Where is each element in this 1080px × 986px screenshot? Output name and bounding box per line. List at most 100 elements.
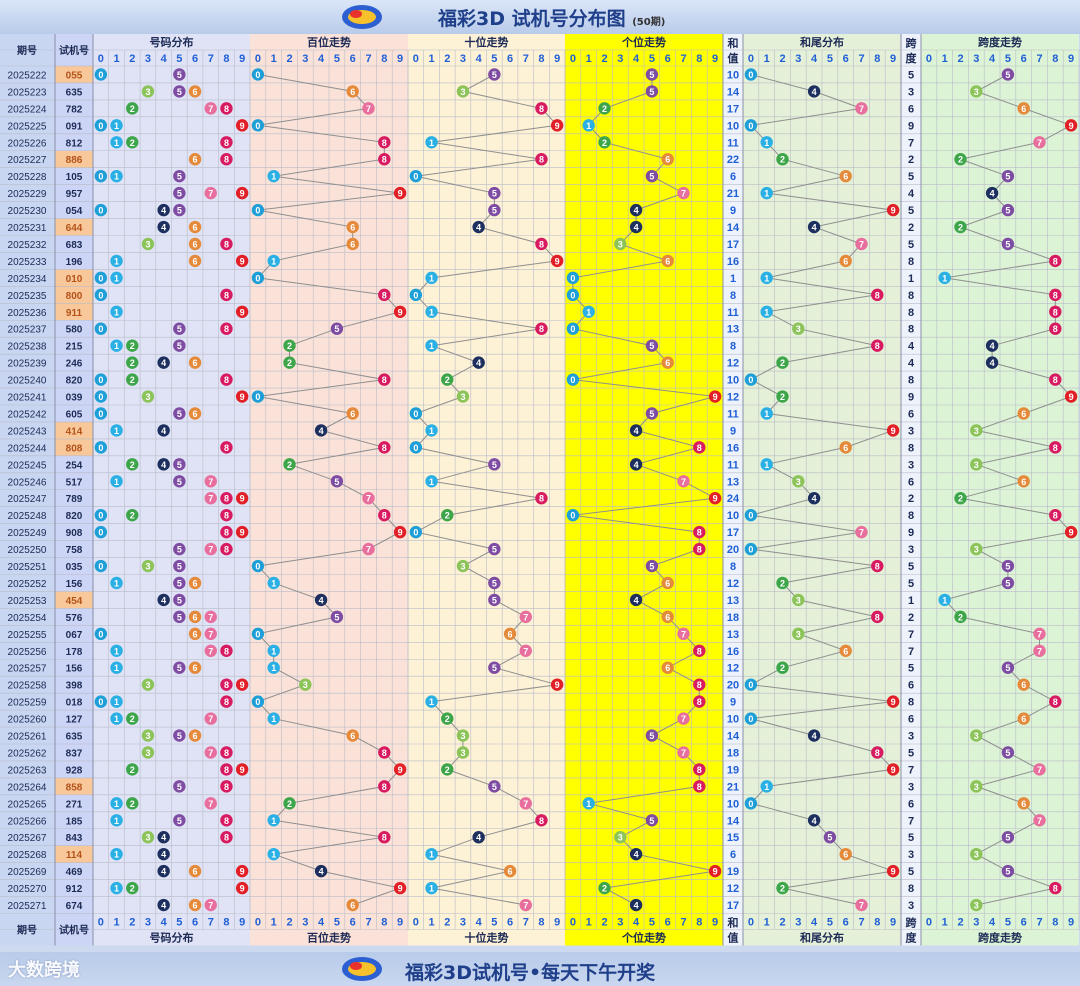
- tens-ball: [409, 407, 423, 420]
- sum-tail-ball: [839, 254, 852, 268]
- sum-tail-ball: [886, 864, 900, 878]
- dist-ball: [235, 305, 249, 318]
- hundreds-ball-label: 9: [398, 307, 403, 317]
- trial-number: 808: [66, 443, 83, 454]
- dist-ball-label: 7: [208, 612, 213, 622]
- span-ball-label: 3: [974, 460, 979, 470]
- dist-ball-label: 2: [130, 511, 135, 521]
- dist-ball-label: 7: [208, 477, 213, 487]
- dist-ball-label: 6: [193, 155, 198, 165]
- section-label: 跨度走势: [978, 35, 1022, 49]
- sum-tail-ball-label: 7: [859, 104, 864, 114]
- sum-tail-ball-label: 5: [827, 833, 832, 843]
- dist-ball-label: 3: [145, 731, 150, 741]
- span-ball: [1049, 695, 1062, 708]
- tens-ball: [488, 593, 501, 607]
- tens-ball: [472, 220, 485, 234]
- dist-ball-label: 3: [145, 392, 150, 402]
- dist-ball: [110, 339, 123, 352]
- sum-tail-ball-label: 0: [748, 545, 753, 555]
- hundreds-ball-label: 7: [366, 494, 371, 504]
- dist-ball-label: 5: [177, 545, 182, 555]
- dist-ball: [110, 169, 123, 183]
- tens-ball-label: 9: [555, 121, 560, 131]
- hundreds-ball-label: 7: [366, 104, 371, 114]
- sum-tail-ball-label: 4: [812, 223, 817, 233]
- sum-tail-ball-label: 2: [780, 884, 785, 894]
- sum-value: 16: [727, 442, 739, 454]
- span-ball: [938, 593, 951, 607]
- units-ball-label: 8: [697, 680, 702, 690]
- period-cell: 2025258: [8, 681, 47, 692]
- span-value: 5: [908, 561, 914, 573]
- tens-ball-label: 8: [539, 155, 544, 165]
- period-cell: 2025224: [8, 104, 47, 115]
- sum-value: 9: [730, 205, 736, 217]
- dist-ball: [188, 153, 202, 166]
- hundreds-ball-label: 0: [255, 70, 260, 80]
- dist-ball: [188, 407, 202, 420]
- units-ball-label: 4: [634, 595, 639, 605]
- dist-ball-label: 4: [161, 595, 166, 605]
- period-cell: 2025249: [8, 528, 47, 539]
- dist-ball-label: 2: [130, 765, 135, 775]
- digit-header: 3: [795, 917, 801, 929]
- digit-header: 2: [779, 53, 785, 65]
- digit-header: 0: [98, 53, 104, 65]
- dist-ball: [94, 322, 108, 335]
- sum-value: 19: [727, 764, 739, 776]
- trial-number: 908: [66, 528, 83, 539]
- hundreds-ball: [330, 322, 344, 335]
- digit-header: 3: [973, 917, 979, 929]
- tens-ball-label: 0: [413, 409, 418, 419]
- span-ball: [1017, 407, 1030, 420]
- sum-value: 17: [727, 900, 739, 912]
- digit-header: 2: [779, 917, 785, 929]
- trial-number: 156: [66, 664, 83, 675]
- dist-ball: [141, 746, 155, 759]
- dist-ball-label: 0: [98, 121, 103, 131]
- tens-ball: [441, 508, 454, 522]
- hundreds-ball: [267, 254, 280, 268]
- tens-ball-label: 4: [476, 833, 481, 843]
- span-value: 2: [908, 612, 914, 624]
- hundreds-ball-label: 0: [255, 697, 260, 707]
- dist-ball-label: 9: [240, 256, 245, 266]
- span-header: 跨: [906, 916, 918, 930]
- dist-ball: [204, 542, 217, 556]
- tens-ball: [425, 847, 438, 861]
- span-ball: [954, 610, 967, 624]
- tens-ball-label: 1: [429, 273, 434, 283]
- span-ball-label: 8: [1053, 290, 1058, 300]
- span-ball: [1064, 525, 1078, 539]
- digit-header: 7: [365, 917, 371, 929]
- dist-ball-label: 6: [193, 256, 198, 266]
- digit-header: 4: [161, 53, 168, 65]
- tens-ball: [456, 729, 470, 742]
- dist-ball: [126, 458, 139, 471]
- units-ball: [629, 203, 643, 217]
- dist-ball-label: 7: [208, 714, 213, 724]
- span-ball: [1001, 661, 1015, 674]
- dist-ball: [110, 305, 123, 318]
- hundreds-ball: [251, 695, 265, 708]
- section-label: 号码分布: [150, 35, 194, 49]
- dist-ball: [173, 203, 186, 217]
- sum-tail-ball: [886, 203, 900, 217]
- digit-header: 2: [129, 917, 135, 929]
- dist-ball: [220, 678, 233, 691]
- period-cell: 2025244: [8, 443, 47, 454]
- span-value: 3: [908, 544, 914, 556]
- dist-ball: [94, 373, 108, 386]
- period-cell: 2025257: [8, 664, 47, 675]
- tens-ball: [425, 339, 438, 352]
- tens-ball: [488, 186, 501, 200]
- hundreds-ball: [378, 746, 391, 759]
- dist-ball: [141, 85, 155, 98]
- units-ball-label: 8: [697, 646, 702, 656]
- span-ball: [954, 220, 967, 234]
- hundreds-ball: [346, 407, 359, 420]
- hundreds-ball-label: 2: [287, 799, 292, 809]
- tens-ball: [488, 542, 501, 556]
- dist-ball-label: 5: [177, 782, 182, 792]
